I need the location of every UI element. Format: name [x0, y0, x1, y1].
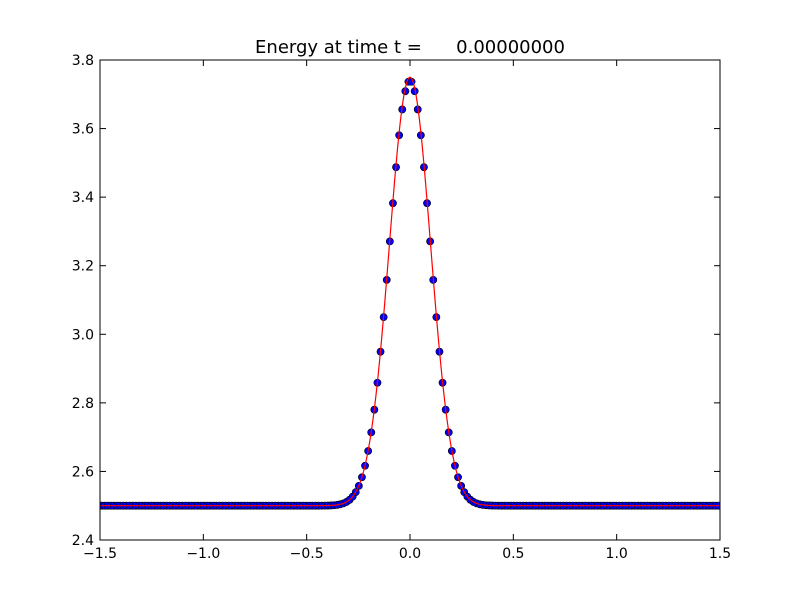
x-tick-label: −1.5 [83, 546, 117, 562]
y-tick-label: 3.4 [72, 190, 94, 206]
y-tick-label: 3.2 [72, 259, 94, 275]
x-tick-label: −1.0 [186, 546, 220, 562]
y-tick-label: 2.8 [72, 396, 94, 412]
y-tick-label: 3.8 [72, 53, 94, 69]
x-tick-label: 1.5 [709, 546, 731, 562]
y-tick-label: 3.6 [72, 122, 94, 138]
plot-series-group [100, 76, 720, 510]
y-tick-label: 3.0 [72, 327, 94, 343]
plot-area [100, 76, 720, 510]
x-tick-label: −0.5 [290, 546, 324, 562]
axes: −1.5 −1.0 −0.5 0.0 0.5 1.0 1.5 2.4 2.6 2.8 3.0 3.2 3… [72, 53, 731, 562]
x-tick-label: 0.0 [399, 546, 421, 562]
y-tick-label: 2.4 [72, 533, 94, 549]
chart-title: Energy at time t = 0.00000000 [255, 37, 565, 58]
x-tick-label: 0.5 [502, 546, 524, 562]
line-series [100, 76, 720, 507]
x-tick-label: 1.0 [606, 546, 628, 562]
y-tick-label: 2.6 [72, 464, 94, 480]
